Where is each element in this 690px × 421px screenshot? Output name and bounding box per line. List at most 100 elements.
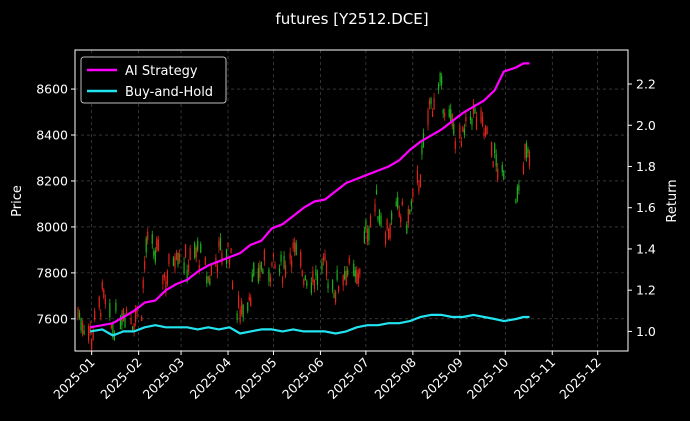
candle-body xyxy=(527,149,529,153)
candle-body xyxy=(291,260,293,268)
candle-body xyxy=(112,322,114,335)
candle-body xyxy=(154,250,156,263)
candle-body xyxy=(428,100,431,106)
left-y-axis-label: Price xyxy=(10,185,25,217)
candle-body xyxy=(427,110,429,126)
right-tick-label: 1.0 xyxy=(636,324,656,339)
candle-body xyxy=(119,316,122,330)
candle-body xyxy=(421,145,423,155)
candle-body xyxy=(78,313,81,318)
candle-body xyxy=(283,256,285,269)
candle-body xyxy=(391,212,393,220)
candle-body xyxy=(503,170,505,180)
candle-body xyxy=(248,296,250,301)
candle-body xyxy=(157,239,159,251)
candle-body xyxy=(210,264,212,276)
candle-body xyxy=(200,244,202,253)
legend-box xyxy=(80,56,227,104)
candle-body xyxy=(516,187,519,200)
candle-body xyxy=(272,253,275,257)
candle-body xyxy=(189,248,191,260)
candle-body xyxy=(384,231,387,245)
candle-body xyxy=(321,262,323,271)
candle-body xyxy=(124,317,126,328)
candle-body xyxy=(471,118,473,125)
candle-body xyxy=(113,332,115,341)
candle-body xyxy=(231,281,234,289)
candle-body xyxy=(475,116,478,130)
candle-body xyxy=(483,132,485,136)
candle-body xyxy=(474,108,476,114)
candle-body xyxy=(101,282,103,290)
candle-body xyxy=(198,264,200,271)
candle-body xyxy=(463,128,465,136)
candle-body xyxy=(88,326,90,341)
candle-body xyxy=(147,231,149,241)
candle-body xyxy=(344,271,346,280)
candle-body xyxy=(145,238,147,253)
candle-body xyxy=(115,302,117,312)
candle-body xyxy=(186,270,188,282)
candle-body xyxy=(241,300,243,315)
right-tick-label: 1.2 xyxy=(636,283,656,298)
candle-body xyxy=(525,143,528,158)
candle-body xyxy=(316,274,319,286)
candle-body xyxy=(178,253,181,262)
left-tick-label: 8000 xyxy=(36,219,68,234)
candle-body xyxy=(459,125,461,139)
right-y-axis: 1.0 1.2 1.4 1.6 1.8 2.0 2.2 xyxy=(628,77,656,339)
chart-title: futures [Y2512.DCE] xyxy=(275,10,428,28)
candle-body xyxy=(469,116,472,120)
candle-body xyxy=(442,109,444,114)
candle-body xyxy=(486,127,488,135)
candle-body xyxy=(363,230,365,244)
candle-body xyxy=(386,219,388,230)
candle-body xyxy=(492,161,494,167)
candle-body xyxy=(156,238,158,250)
candle-body xyxy=(357,273,359,284)
candle-body xyxy=(312,271,314,283)
candle-body xyxy=(280,254,282,262)
candle-body xyxy=(374,204,376,213)
candle-body xyxy=(238,295,240,307)
candle-body xyxy=(177,252,179,265)
candle-body xyxy=(327,283,329,289)
candle-body xyxy=(347,270,349,275)
candle-body xyxy=(462,126,464,133)
legend-label-ai-strategy: AI Strategy xyxy=(125,64,198,79)
candle-body xyxy=(257,267,259,282)
candle-body xyxy=(430,98,432,104)
candle-body xyxy=(342,275,344,286)
left-tick-label: 8600 xyxy=(36,82,68,97)
left-tick-label: 7800 xyxy=(36,265,68,280)
candle-body xyxy=(333,293,335,299)
candle-body xyxy=(130,317,132,324)
candle-body xyxy=(144,261,146,270)
candle-body xyxy=(153,251,155,256)
candle-body xyxy=(375,190,378,194)
candle-body xyxy=(271,262,273,267)
right-tick-label: 2.2 xyxy=(636,77,656,92)
candle-body xyxy=(239,309,241,323)
candle-body xyxy=(195,247,197,258)
candle-body xyxy=(162,274,164,285)
candle-body xyxy=(218,241,220,247)
candle-body xyxy=(322,256,325,261)
candle-body xyxy=(400,216,402,223)
candle-body xyxy=(407,208,409,224)
candle-body xyxy=(336,270,338,280)
candle-body xyxy=(242,305,244,318)
candle-body xyxy=(377,216,379,220)
candle-body xyxy=(324,254,326,261)
candle-body xyxy=(141,316,143,321)
candle-body xyxy=(110,324,112,329)
candle-body xyxy=(175,252,178,261)
candle-body xyxy=(262,269,264,274)
candle-body xyxy=(395,201,397,207)
candle-body xyxy=(236,313,238,321)
candle-body xyxy=(259,265,261,278)
candle-body xyxy=(100,313,102,318)
candle-body xyxy=(183,262,185,273)
candle-body xyxy=(188,264,190,272)
